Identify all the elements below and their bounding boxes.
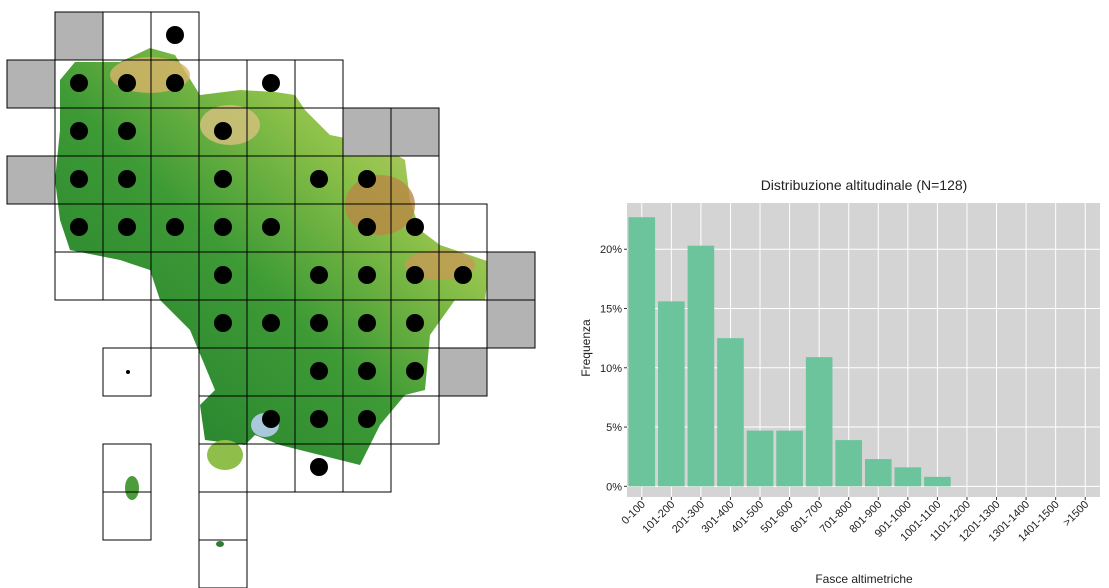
occurrence-dot bbox=[358, 410, 376, 428]
occurrence-dot bbox=[406, 362, 424, 380]
grid-cell bbox=[199, 540, 247, 588]
occurrence-dot bbox=[118, 218, 136, 236]
relief bbox=[345, 175, 415, 235]
figure: Distribuzione altitudinale (N=128) Fasce… bbox=[0, 0, 1109, 588]
bar bbox=[895, 467, 922, 486]
occurrence-dot bbox=[358, 218, 376, 236]
occurrence-dot bbox=[406, 266, 424, 284]
occurrence-dot bbox=[166, 218, 184, 236]
occurrence-dot bbox=[214, 170, 232, 188]
occurrence-dot bbox=[214, 266, 232, 284]
relief bbox=[200, 105, 260, 145]
bar bbox=[806, 357, 833, 486]
grid-cell bbox=[391, 108, 439, 156]
grid-cell bbox=[487, 252, 535, 300]
grid-cell bbox=[343, 108, 391, 156]
occurrence-dot bbox=[454, 266, 472, 284]
chart-title: Distribuzione altitudinale (N=128) bbox=[761, 177, 968, 193]
occurrence-dot bbox=[310, 170, 328, 188]
bar bbox=[924, 477, 951, 486]
occurrence-dot bbox=[262, 74, 280, 92]
bar bbox=[835, 440, 862, 486]
bar bbox=[688, 246, 715, 487]
island bbox=[216, 541, 224, 547]
occurrence-dot bbox=[358, 266, 376, 284]
occurrence-dot bbox=[166, 26, 184, 44]
bar bbox=[658, 301, 685, 486]
y-tick-label: 5% bbox=[606, 422, 622, 434]
occurrence-dot bbox=[262, 218, 280, 236]
occurrence-dot bbox=[118, 170, 136, 188]
occurrence-dot bbox=[70, 218, 88, 236]
y-tick-label: 0% bbox=[606, 481, 622, 493]
occurrence-dot bbox=[166, 74, 184, 92]
occurrence-dot bbox=[406, 314, 424, 332]
grid-cell bbox=[439, 348, 487, 396]
occurrence-dot bbox=[118, 74, 136, 92]
occurrence-dot bbox=[310, 314, 328, 332]
occurrence-dot bbox=[358, 170, 376, 188]
bar bbox=[776, 431, 803, 487]
occurrence-dot bbox=[262, 314, 280, 332]
x-axis-label: Fasce altimetriche bbox=[815, 572, 913, 586]
island bbox=[126, 370, 130, 374]
y-tick-label: 20% bbox=[600, 244, 622, 256]
occurrence-dot bbox=[310, 266, 328, 284]
grid-cell bbox=[103, 492, 151, 540]
occurrence-dot bbox=[358, 314, 376, 332]
occurrence-dot bbox=[406, 218, 424, 236]
island bbox=[125, 476, 139, 500]
occurrence-dot bbox=[70, 170, 88, 188]
occurrence-dot bbox=[310, 410, 328, 428]
bar bbox=[865, 459, 892, 486]
grid-cell bbox=[55, 12, 103, 60]
occurrence-dot bbox=[358, 362, 376, 380]
bar bbox=[717, 338, 744, 486]
y-axis-label: Frequenza bbox=[579, 319, 593, 377]
occurrence-dot bbox=[70, 122, 88, 140]
occurrence-dot bbox=[310, 362, 328, 380]
grid-cell bbox=[7, 156, 55, 204]
occurrence-dot bbox=[118, 122, 136, 140]
bar bbox=[628, 217, 655, 486]
bar bbox=[747, 431, 774, 487]
chart: Distribuzione altitudinale (N=128) Fasce… bbox=[579, 177, 1100, 586]
occurrence-dot bbox=[310, 458, 328, 476]
grid-cell bbox=[295, 60, 343, 108]
grid-cell bbox=[199, 492, 247, 540]
y-tick-label: 10% bbox=[600, 363, 622, 375]
y-tick-label: 15% bbox=[600, 304, 622, 316]
occurrence-dot bbox=[214, 122, 232, 140]
x-tick-label: >1500 bbox=[1061, 499, 1091, 529]
grid-cell bbox=[247, 444, 295, 492]
grid-cell bbox=[439, 204, 487, 252]
occurrence-dot bbox=[214, 314, 232, 332]
occurrence-dot bbox=[214, 218, 232, 236]
occurrence-dot bbox=[262, 410, 280, 428]
grid-cell bbox=[7, 60, 55, 108]
grid-cell bbox=[55, 252, 103, 300]
grid-cell bbox=[391, 396, 439, 444]
grid-cell bbox=[487, 300, 535, 348]
occurrence-dot bbox=[70, 74, 88, 92]
